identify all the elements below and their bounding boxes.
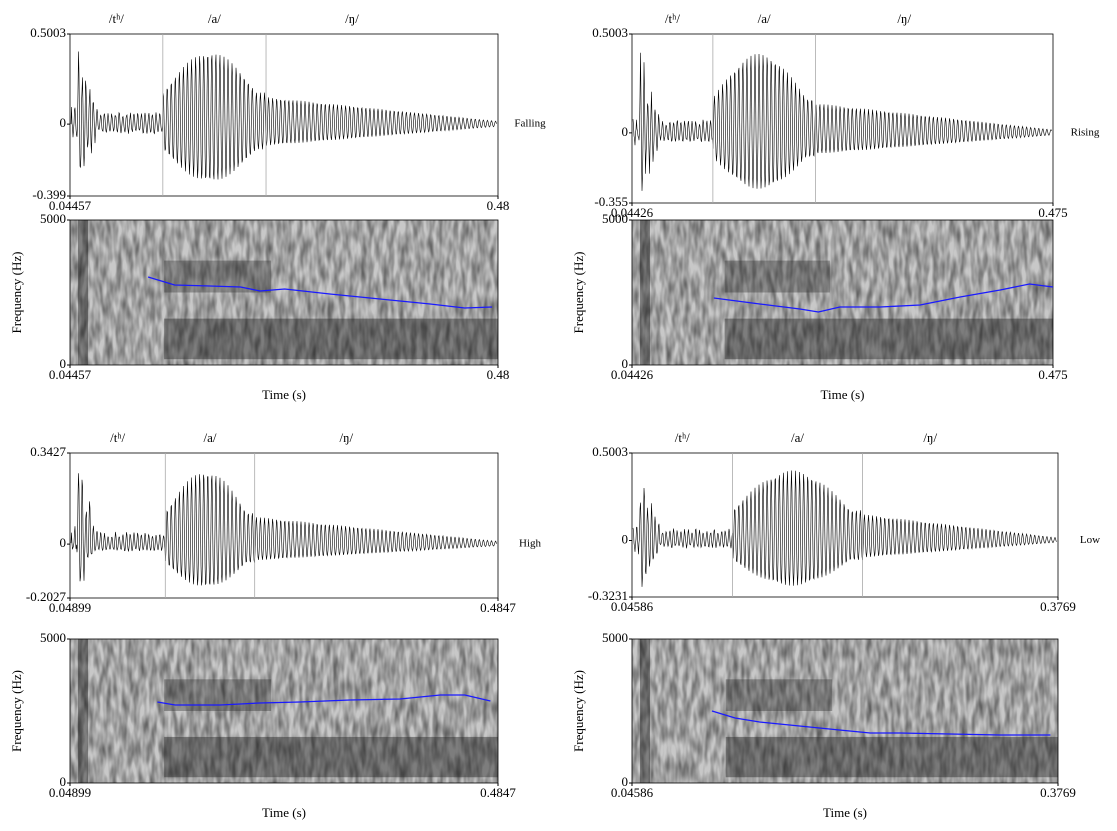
tone-label: High [519,538,542,550]
segment-label: /ŋ/ [923,430,937,445]
pitch-contour [147,276,493,309]
segment-label: /a/ [203,430,216,445]
formant-band [164,736,498,778]
y-tick-label: 5000 [602,211,628,226]
plot-frame [631,33,1054,204]
formant-band [164,679,272,711]
y-tick-label: 0.5003 [592,25,628,40]
formant-band [164,260,272,293]
y-tick-label: 0 [60,115,67,130]
segment-label: /ŋ/ [345,11,359,26]
x-tick-label: 0.4847 [480,785,516,800]
plot-frame [69,33,499,197]
x-tick-label: 0.48 [487,198,510,213]
pitch-contour [713,283,1054,313]
y-axis-label: Frequency (Hz) [571,670,586,752]
segment-label: /a/ [791,430,804,445]
formant-band [725,679,833,711]
x-tick-label: 0.04899 [49,785,91,800]
y-tick-label: -0.2027 [26,589,67,604]
spectrogram-texture [70,220,498,365]
x-tick-label: 0.4847 [480,600,516,615]
y-tick-label: 0 [622,356,629,371]
pitch-contour [157,694,491,706]
plot-frame [69,219,499,366]
x-tick-label: 0.04457 [49,367,92,382]
y-axis-label: Frequency (Hz) [9,670,24,752]
waveform [70,473,497,586]
y-tick-label: 0 [60,535,67,550]
x-tick-label: 0.04426 [611,205,654,220]
segment-label: /tʰ/ [109,11,124,26]
x-tick-label: 0.04426 [611,367,654,382]
burst [78,220,88,365]
tone-label: Falling [514,118,546,130]
burst [640,639,650,783]
waveform [632,470,1057,587]
segment-label: /ŋ/ [897,11,911,26]
y-tick-label: 0 [622,774,629,789]
segment-label: /tʰ/ [110,430,125,445]
x-tick-label: 0.48 [487,367,510,382]
plot-frame [69,638,499,784]
y-tick-label: 0.3427 [30,444,66,459]
y-tick-label: -0.399 [32,187,66,202]
y-tick-label: 0 [622,124,629,139]
segment-label: /tʰ/ [665,11,680,26]
x-axis-label: Time (s) [823,805,867,820]
x-tick-label: 0.3769 [1040,785,1076,800]
x-axis-label: Time (s) [262,387,306,402]
y-tick-label: 0 [60,774,67,789]
spectrogram-texture [632,639,1058,783]
formant-band [164,318,498,360]
x-tick-label: 0.04457 [49,198,92,213]
plot-frame [631,219,1054,366]
y-tick-label: 0.5003 [30,25,66,40]
plot-frame [631,638,1059,784]
plot-frame [631,452,1059,598]
formant-band [724,318,1053,360]
spectrogram-texture [70,639,498,783]
y-tick-label: -0.355 [594,194,628,209]
burst [640,220,650,365]
segment-label: /ŋ/ [340,430,354,445]
y-tick-label: 0 [622,531,629,546]
y-axis-label: Frequency (Hz) [9,252,24,334]
x-axis-label: Time (s) [262,805,306,820]
x-tick-label: 0.475 [1038,367,1067,382]
formant-band [724,260,830,293]
x-tick-label: 0.475 [1038,205,1067,220]
segment-label: /a/ [758,11,771,26]
waveform [632,52,1052,191]
y-tick-label: 5000 [40,211,66,226]
segment-label: /tʰ/ [675,430,690,445]
burst [78,639,88,783]
x-tick-label: 0.04586 [611,599,654,614]
x-tick-label: 0.3769 [1040,599,1076,614]
y-axis-label: Frequency (Hz) [571,252,586,334]
y-tick-label: 5000 [602,630,628,645]
formant-band [725,736,1058,778]
y-tick-label: -0.3231 [588,588,628,603]
x-axis-label: Time (s) [821,387,865,402]
segment-label: /a/ [208,11,221,26]
y-tick-label: 5000 [40,630,66,645]
x-tick-label: 0.04586 [611,785,654,800]
y-tick-label: 0 [60,356,67,371]
y-tick-label: 0.5003 [592,444,628,459]
waveform [70,51,497,180]
tone-label: Low [1080,534,1100,546]
x-tick-label: 0.04899 [49,600,91,615]
pitch-contour [711,710,1051,736]
tone-label: Rising [1071,126,1100,138]
plot-frame [69,452,499,599]
